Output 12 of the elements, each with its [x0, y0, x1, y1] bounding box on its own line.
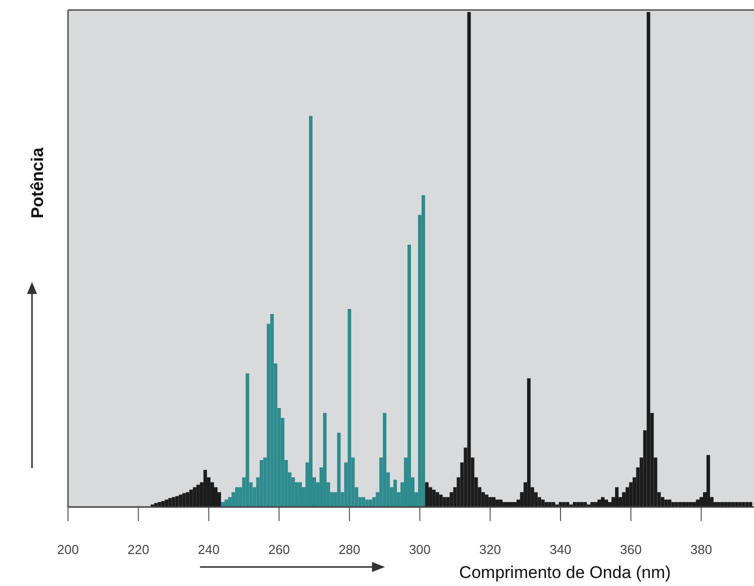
x-tick-label: 200	[57, 542, 79, 557]
x-tick-label: 340	[550, 542, 572, 557]
x-tick-label: 300	[408, 542, 431, 557]
x-tick-label: 260	[268, 542, 290, 557]
x-tick-label: 380	[690, 542, 712, 557]
x-tick-label: 220	[128, 542, 150, 557]
x-tick-label: 360	[620, 542, 642, 557]
x-tick-label: 280	[338, 542, 360, 557]
x-axis-title: Comprimento de Onda (nm)	[459, 563, 671, 582]
x-tick-label: 240	[198, 542, 220, 557]
y-axis-title: Potência	[28, 147, 47, 218]
x-tick-label: 320	[479, 542, 502, 557]
